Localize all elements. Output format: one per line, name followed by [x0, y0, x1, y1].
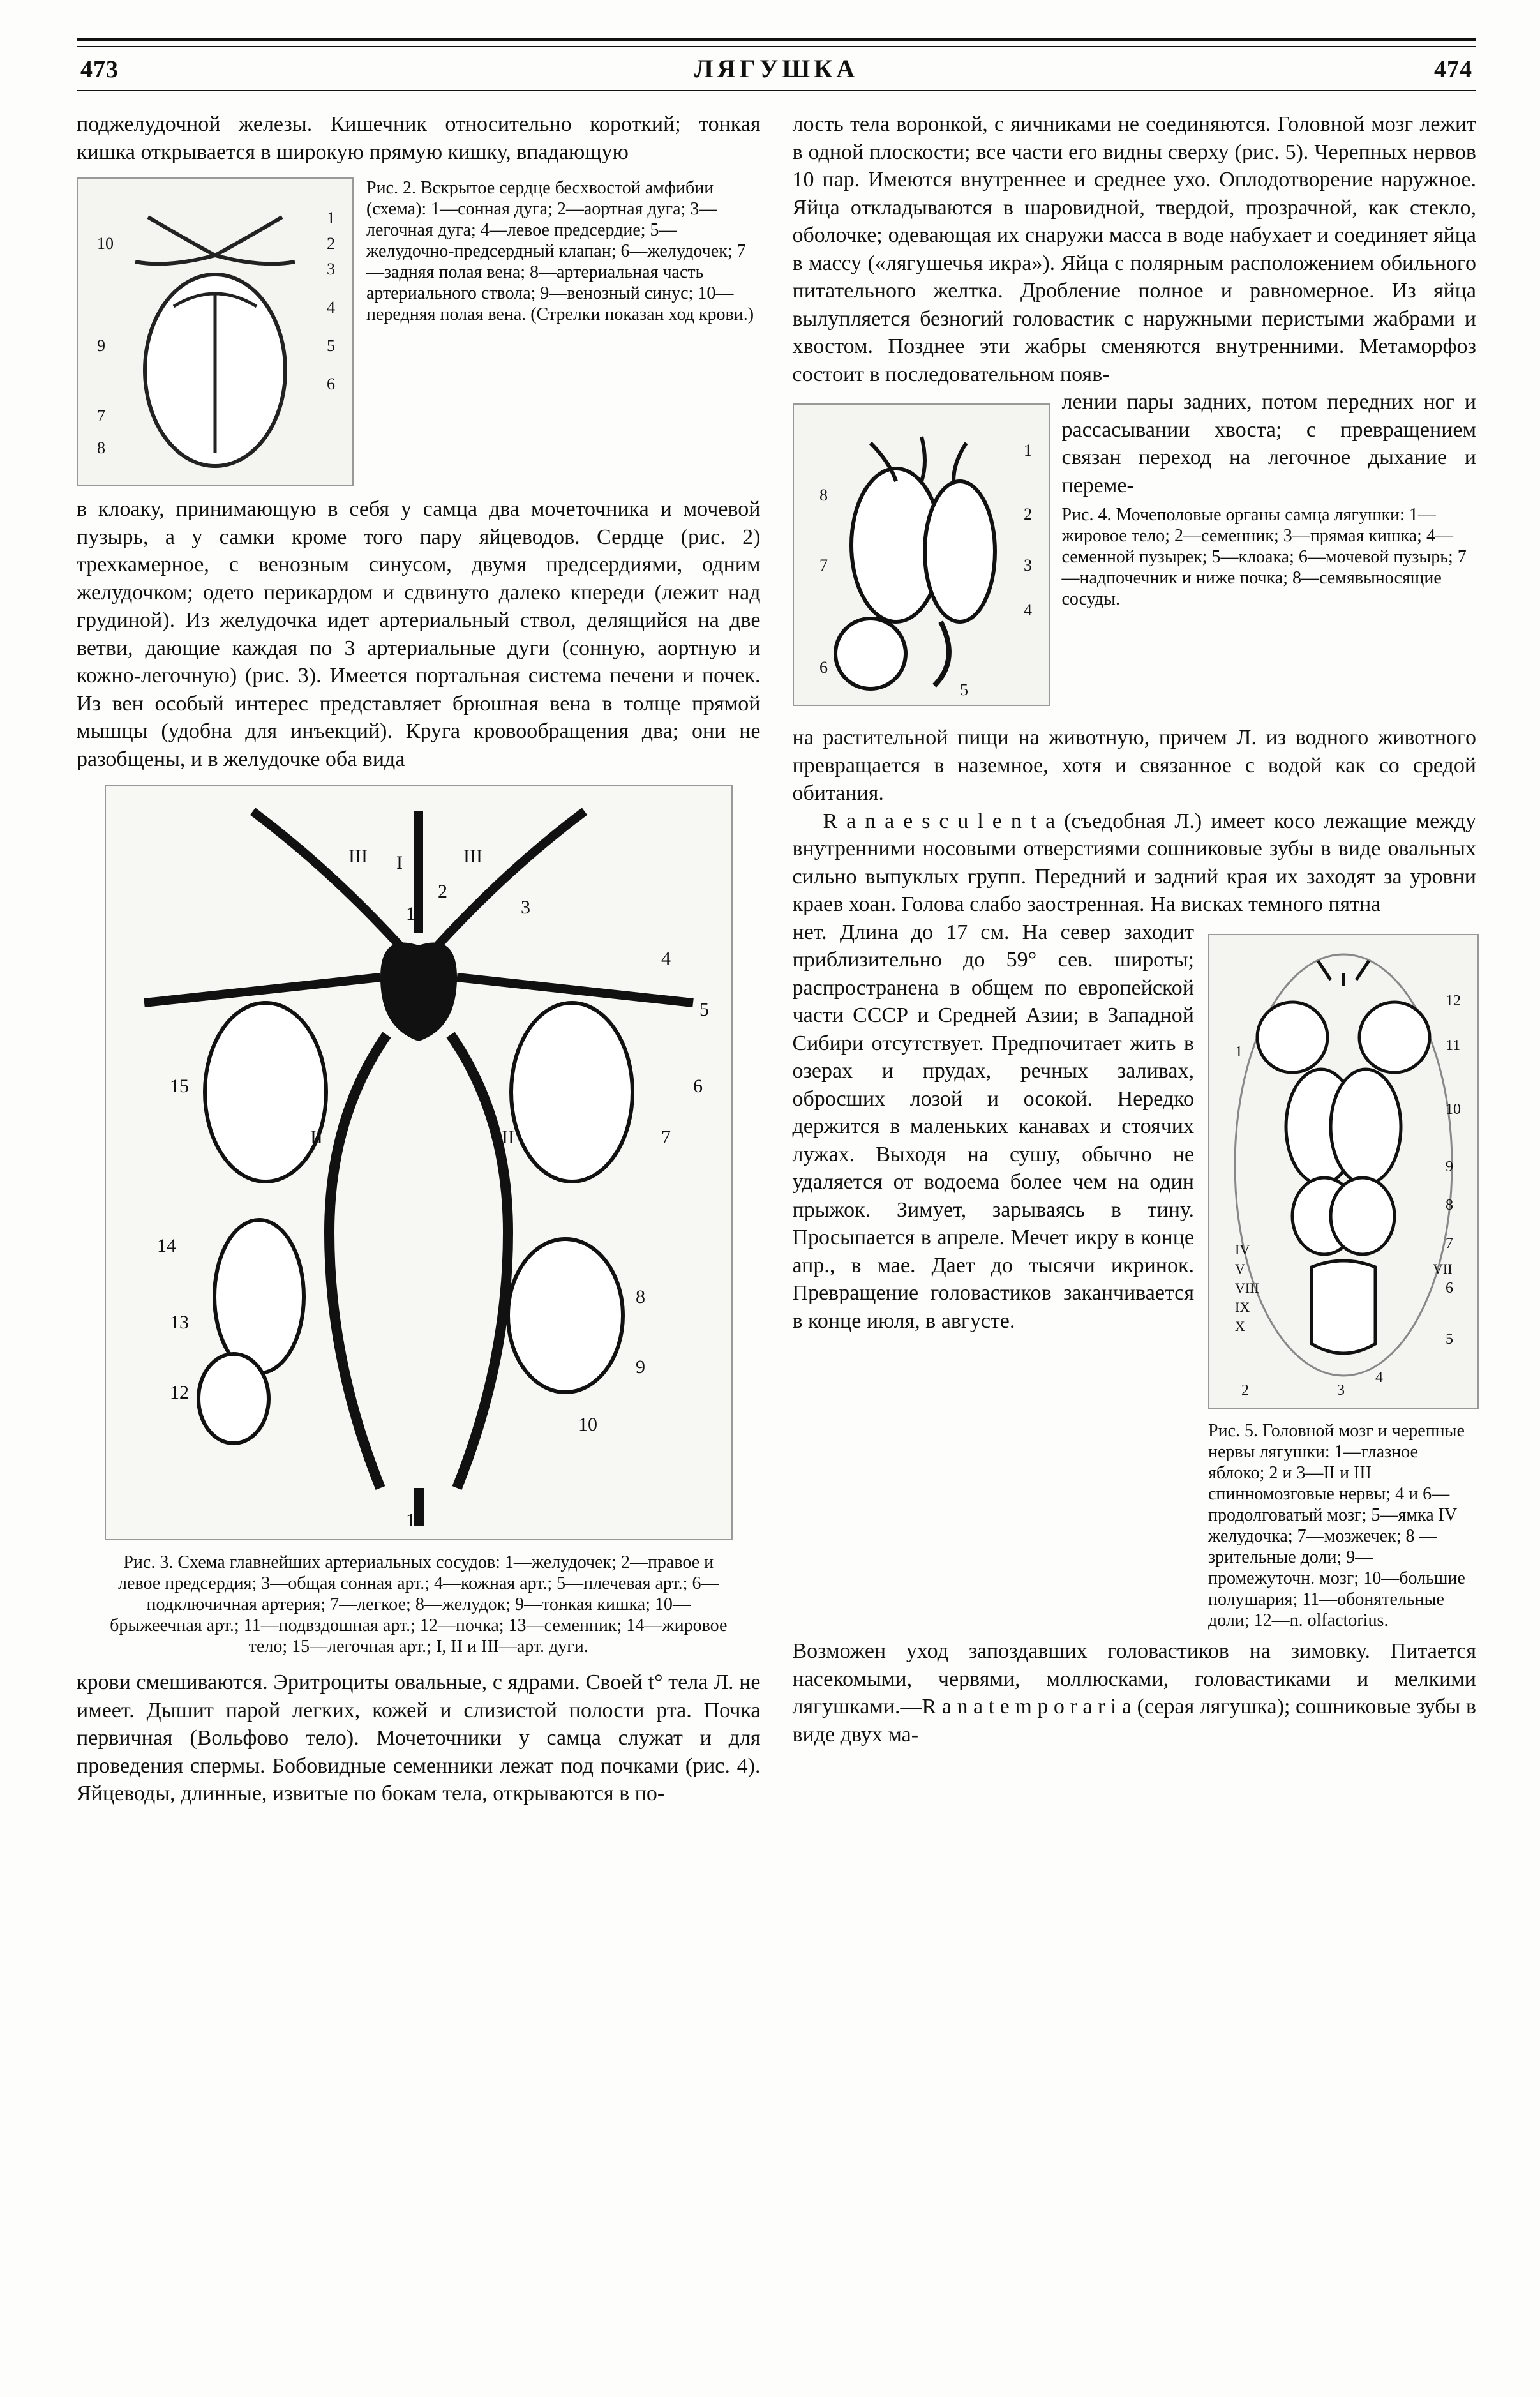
svg-text:7: 7 — [97, 407, 105, 425]
svg-text:IX: IX — [1235, 1299, 1250, 1315]
svg-text:4: 4 — [661, 948, 671, 969]
svg-text:IV: IV — [1235, 1242, 1250, 1258]
svg-text:II: II — [502, 1127, 514, 1148]
right-p1: лость тела воронкой, с яичниками не соед… — [793, 110, 1477, 388]
fig5-caption: Рис. 5. Головной мозг и черепные нервы л… — [1208, 1420, 1476, 1631]
svg-text:9: 9 — [636, 1356, 645, 1378]
page-header: 473 ЛЯГУШКА 474 — [77, 51, 1476, 90]
svg-text:10: 10 — [1446, 1101, 1461, 1118]
svg-text:15: 15 — [170, 1076, 189, 1097]
svg-text:3: 3 — [1024, 556, 1032, 575]
fig5-block: 12 11 10 9 8 7 6 5 3 2 1 IV V VIII — [1208, 922, 1476, 1631]
svg-text:5: 5 — [327, 336, 335, 355]
svg-text:VIII: VIII — [1235, 1280, 1259, 1296]
svg-text:VII: VII — [1433, 1261, 1453, 1277]
svg-text:8: 8 — [97, 439, 105, 457]
svg-text:1: 1 — [1235, 1044, 1243, 1060]
svg-text:2: 2 — [327, 234, 335, 253]
right-p4: Возможен уход запоздавших головастиков н… — [793, 1637, 1477, 1748]
svg-text:7: 7 — [661, 1127, 671, 1148]
svg-text:2: 2 — [1241, 1382, 1249, 1399]
columns: поджелудочной железы. Кишечник относител… — [77, 110, 1476, 2335]
fig5-image: 12 11 10 9 8 7 6 5 3 2 1 IV V VIII — [1208, 934, 1479, 1409]
fig3-image: 1 2 3 4 5 6 7 8 9 10 11 12 13 14 15 III — [105, 785, 733, 1540]
page-title: ЛЯГУШКА — [694, 54, 858, 84]
svg-text:12: 12 — [170, 1382, 189, 1403]
svg-text:6: 6 — [1446, 1280, 1453, 1296]
column-right: лость тела воронкой, с яичниками не соед… — [793, 110, 1477, 2335]
fig2-caption: Рис. 2. Вскрытое сердце бесхвостой амфиб… — [366, 177, 761, 325]
svg-text:8: 8 — [819, 486, 828, 504]
fig2-block: 1 2 3 4 5 6 7 8 9 10 Рис. 2. Вскрытое се… — [77, 177, 761, 486]
svg-text:14: 14 — [157, 1235, 176, 1256]
svg-text:X: X — [1235, 1318, 1245, 1334]
svg-text:4: 4 — [327, 298, 335, 317]
right-p2: на растительной пищи на животную, причем… — [793, 724, 1477, 808]
svg-text:7: 7 — [1446, 1235, 1453, 1252]
svg-text:V: V — [1235, 1261, 1245, 1277]
page-number-left: 473 — [80, 56, 119, 84]
svg-text:5: 5 — [1446, 1331, 1453, 1348]
top-rule — [77, 38, 1476, 47]
svg-text:3: 3 — [521, 897, 530, 918]
page-number-right: 474 — [1434, 56, 1472, 84]
svg-text:2: 2 — [1024, 505, 1032, 523]
svg-text:III: III — [463, 846, 482, 867]
svg-text:I: I — [396, 852, 403, 873]
svg-text:10: 10 — [578, 1414, 597, 1435]
page: 473 ЛЯГУШКА 474 поджелудочной железы. Ки… — [0, 0, 1540, 2397]
svg-text:4: 4 — [1024, 601, 1032, 619]
svg-text:3: 3 — [1337, 1382, 1345, 1399]
svg-text:9: 9 — [97, 336, 105, 355]
svg-text:1: 1 — [327, 209, 335, 227]
svg-text:5: 5 — [699, 999, 709, 1020]
svg-text:8: 8 — [1446, 1197, 1453, 1214]
column-left: поджелудочной железы. Кишечник относител… — [77, 110, 761, 2335]
left-p3: крови смешиваются. Эритроциты овальные, … — [77, 1669, 761, 1808]
svg-text:2: 2 — [438, 881, 447, 902]
svg-text:11: 11 — [406, 1510, 424, 1531]
svg-text:6: 6 — [327, 375, 335, 393]
fig4-block: 1 2 3 4 5 6 7 8 — [793, 392, 1048, 718]
svg-text:7: 7 — [819, 556, 828, 575]
svg-text:3: 3 — [327, 260, 335, 278]
svg-text:10: 10 — [97, 234, 114, 253]
svg-text:12: 12 — [1446, 993, 1461, 1009]
svg-text:9: 9 — [1446, 1159, 1453, 1175]
left-p2: в клоаку, принимающую в себя у самца два… — [77, 495, 761, 773]
left-p1: поджелудочной железы. Кишечник относител… — [77, 110, 761, 166]
svg-text:1: 1 — [406, 903, 415, 924]
fig2-image: 1 2 3 4 5 6 7 8 9 10 — [77, 177, 354, 486]
fig3-caption: Рис. 3. Схема главнейших артериальных со… — [102, 1552, 735, 1657]
svg-text:5: 5 — [960, 680, 968, 699]
header-rule — [77, 90, 1476, 91]
svg-text:6: 6 — [693, 1076, 703, 1097]
svg-text:11: 11 — [1446, 1037, 1460, 1054]
svg-text:6: 6 — [819, 658, 828, 677]
svg-text:8: 8 — [636, 1286, 645, 1307]
svg-text:II: II — [310, 1127, 323, 1148]
svg-text:4: 4 — [1375, 1369, 1383, 1386]
svg-text:13: 13 — [170, 1312, 189, 1333]
svg-text:III: III — [348, 846, 368, 867]
fig4-image: 1 2 3 4 5 6 7 8 — [793, 403, 1050, 706]
right-p3a: R a n a e s c u l e n t a (съедобная Л.)… — [793, 808, 1477, 919]
svg-text:1: 1 — [1024, 441, 1032, 460]
